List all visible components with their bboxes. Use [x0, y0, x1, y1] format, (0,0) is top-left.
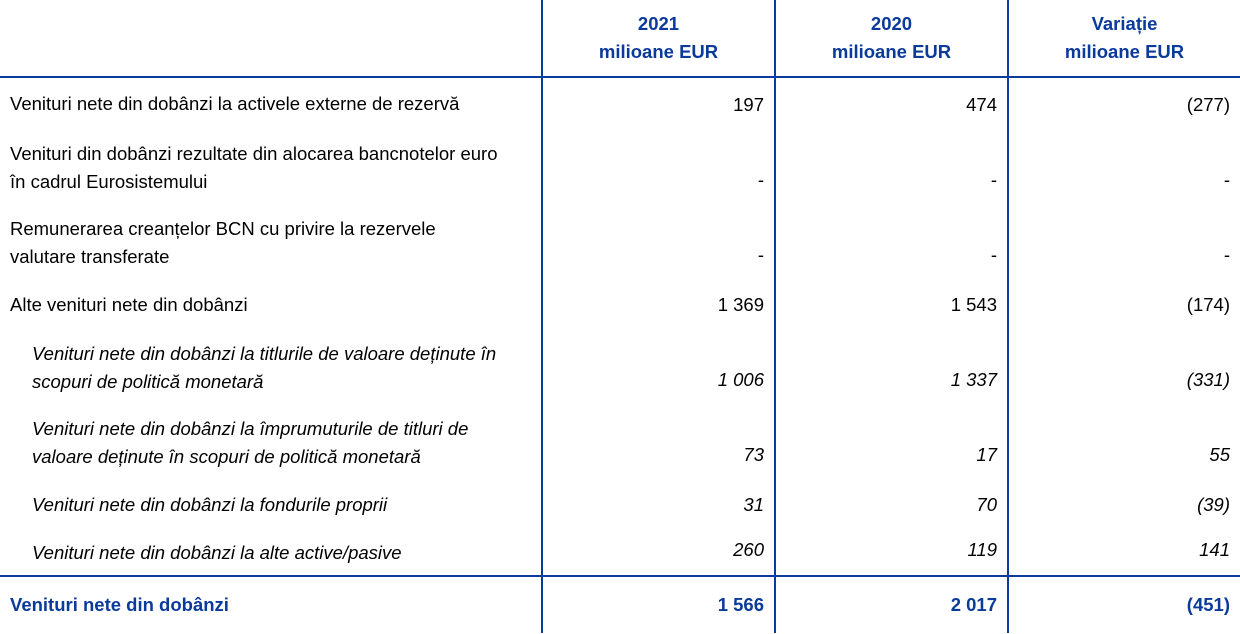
value-change: (39): [1007, 480, 1240, 530]
row-label-text: Venituri nete din dobânzi la fondurile p…: [32, 494, 388, 515]
row-label-text: Venituri nete din dobânzi la împrumuturi…: [32, 417, 469, 467]
row-label: Venituri din dobânzi rezultate din aloca…: [0, 130, 542, 205]
row-label: Venituri nete din dobânzi la titlurile d…: [0, 330, 542, 405]
header-2020: 2020 milioane EUR: [774, 0, 1008, 78]
value-2021: 1 369: [541, 280, 775, 330]
value-2020: 17: [774, 405, 1008, 480]
value-2021: 260: [541, 530, 775, 576]
table-row: Remunerarea creanțelor BCN cu privire la…: [0, 205, 1240, 280]
row-label-text: Venituri nete din dobânzi la titlurile d…: [32, 342, 497, 392]
table-row: Venituri nete din dobânzi la activele ex…: [0, 77, 1240, 130]
value-change: 141: [1007, 530, 1240, 576]
total-2020: 2 017: [774, 575, 1008, 633]
row-label: Alte venituri nete din dobânzi: [0, 280, 542, 330]
table-row: Venituri nete din dobânzi la alte active…: [0, 530, 1240, 576]
row-label: Venituri nete din dobânzi la alte active…: [0, 530, 542, 576]
value-change: -: [1007, 130, 1240, 205]
header-row: 2021 milioane EUR 2020 milioane EUR Variaț…: [0, 0, 1240, 78]
table-row: Venituri nete din dobânzi la titlurile d…: [0, 330, 1240, 405]
table-row: Venituri nete din dobânzi la împrumuturi…: [0, 405, 1240, 480]
value-2021: 31: [541, 480, 775, 530]
total-change: (451): [1007, 575, 1240, 633]
table-row: Venituri nete din dobânzi la fondurile p…: [0, 480, 1240, 530]
total-row: Venituri nete din dobânzi 1 566 2 017 (451): [0, 575, 1240, 633]
row-label-text: Alte venituri nete din dobânzi: [10, 294, 248, 315]
value-2021: 1 006: [541, 330, 775, 405]
value-2020: 474: [774, 77, 1008, 130]
row-label: Venituri nete din dobânzi la activele ex…: [0, 77, 542, 130]
total-2021: 1 566: [541, 575, 775, 633]
header-year: 2021: [637, 13, 680, 34]
table-row: Venituri din dobânzi rezultate din aloca…: [0, 130, 1240, 205]
value-change: 55: [1007, 405, 1240, 480]
row-label: Remunerarea creanțelor BCN cu privire la…: [0, 205, 542, 280]
table-row: Alte venituri nete din dobânzi 1 369 1 543…: [0, 280, 1240, 330]
header-change: Variație milioane EUR: [1007, 0, 1240, 78]
value-2021: 197: [541, 77, 775, 130]
value-change: -: [1007, 205, 1240, 280]
value-2020: -: [774, 205, 1008, 280]
value-change: (331): [1007, 330, 1240, 405]
value-change: (277): [1007, 77, 1240, 130]
value-2020: 70: [774, 480, 1008, 530]
header-unit: milioane EUR: [1064, 41, 1185, 62]
header-label: [0, 0, 542, 78]
row-label-text: Remunerarea creanțelor BCN cu privire la…: [10, 217, 436, 267]
header-year: 2020: [870, 13, 913, 34]
value-change: (174): [1007, 280, 1240, 330]
header-title: Variație: [1091, 13, 1158, 34]
header-unit: milioane EUR: [831, 41, 952, 62]
row-label-text: Venituri din dobânzi rezultate din aloca…: [10, 142, 498, 192]
row-label-text: Venituri nete din dobânzi la alte active…: [32, 541, 402, 563]
value-2021: 73: [541, 405, 775, 480]
value-2020: 1 543: [774, 280, 1008, 330]
value-2020: 119: [774, 530, 1008, 576]
value-2021: -: [541, 205, 775, 280]
value-2021: -: [541, 130, 775, 205]
header-2021: 2021 milioane EUR: [541, 0, 775, 78]
row-label: Venituri nete din dobânzi la împrumuturi…: [0, 405, 542, 480]
row-label-text: Venituri nete din dobânzi la activele ex…: [10, 93, 460, 114]
total-label: Venituri nete din dobânzi: [0, 575, 542, 633]
value-2020: -: [774, 130, 1008, 205]
value-2020: 1 337: [774, 330, 1008, 405]
header-unit: milioane EUR: [598, 41, 719, 62]
row-label: Venituri nete din dobânzi la fondurile p…: [0, 480, 542, 530]
